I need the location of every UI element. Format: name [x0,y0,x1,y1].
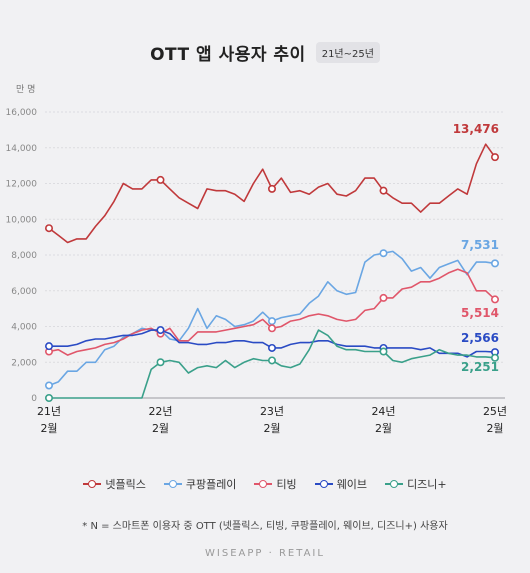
series-marker [490,295,499,304]
y-tick-label: 14,000 [6,144,38,154]
end-value-label: 5,514 [461,306,499,320]
chart-legend: 넷플릭스 쿠팡플레이 티빙 웨이브 디즈니+ [0,476,530,492]
series-marker [156,175,165,184]
x-tick-year: 25년 [483,405,507,418]
legend-item-coupang-play: 쿠팡플레이 [163,476,237,492]
series-marker [490,153,499,162]
legend-label: 웨이브 [336,478,368,491]
series-marker [267,184,276,193]
chart-title: OTT 앱 사용자 추이 [150,45,306,65]
legend-label: 쿠팡플레이 [185,478,237,491]
legend-swatch [254,479,273,489]
x-tick-month: 2월 [486,422,503,435]
x-tick-month: 2월 [375,422,392,435]
legend-label: 넷플릭스 [105,478,146,491]
x-tick-year: 22년 [148,405,172,418]
y-axis-label: 만 명 [16,84,35,95]
series-marker [379,293,388,302]
series-marker [490,259,499,268]
x-tick-year: 21년 [37,405,61,418]
series-marker [379,347,388,356]
y-tick-label: 2,000 [11,358,37,368]
series-marker [379,186,388,195]
legend-item-disney-plus: 디즈니+ [385,476,447,492]
series-marker [267,356,276,365]
legend-label: 티빙 [276,478,297,491]
y-tick-label: 6,000 [11,287,37,297]
series-marker [156,326,165,335]
footnote: * N = 스마트폰 이용자 중 OTT (넷플릭스, 티빙, 쿠팡플레이, 웨… [82,521,448,532]
series-marker [490,353,499,362]
y-tick-label: 0 [31,394,37,404]
end-value-label: 7,531 [461,238,499,252]
x-tick-year: 23년 [260,405,284,418]
series-marker [44,224,53,233]
x-tick-year: 24년 [371,405,395,418]
series-marker [44,393,53,402]
y-tick-label: 10,000 [6,215,38,225]
series-marker [267,317,276,326]
legend-label: 디즈니+ [407,478,447,491]
end-value-label: 2,566 [461,331,499,345]
series-marker [44,342,53,351]
series-line [48,143,496,244]
end-value-label: 2,251 [461,360,499,374]
x-tick-month: 2월 [152,422,169,435]
legend-item-netflix: 넷플릭스 [83,476,146,492]
chart-header: OTT 앱 사용자 추이 21년~25년 [0,40,530,65]
legend-swatch [83,479,102,489]
y-tick-label: 8,000 [11,251,37,261]
series-line [48,268,496,356]
legend-swatch [314,479,333,489]
series-marker [156,358,165,367]
period-badge: 21년~25년 [315,42,380,63]
x-tick-month: 2월 [40,422,57,435]
legend-swatch [163,479,182,489]
y-tick-label: 16,000 [6,108,38,118]
line-chart: 만 명 0 2,000 4,000 6,000 8,000 10,000 12,000 14,0… [6,84,508,435]
legend-swatch [385,479,404,489]
y-tick-label: 12,000 [6,180,38,190]
series-marker [379,249,388,258]
x-tick-month: 2월 [263,422,280,435]
end-value-label: 13,476 [453,122,499,136]
series-marker [267,343,276,352]
y-tick-label: 4,000 [11,323,37,333]
series-marker [44,381,53,390]
legend-item-tving: 티빙 [254,476,297,492]
legend-item-wavve: 웨이브 [314,476,368,492]
series-marker [267,324,276,333]
brand-watermark: WISEAPP · RETAIL [205,548,325,559]
